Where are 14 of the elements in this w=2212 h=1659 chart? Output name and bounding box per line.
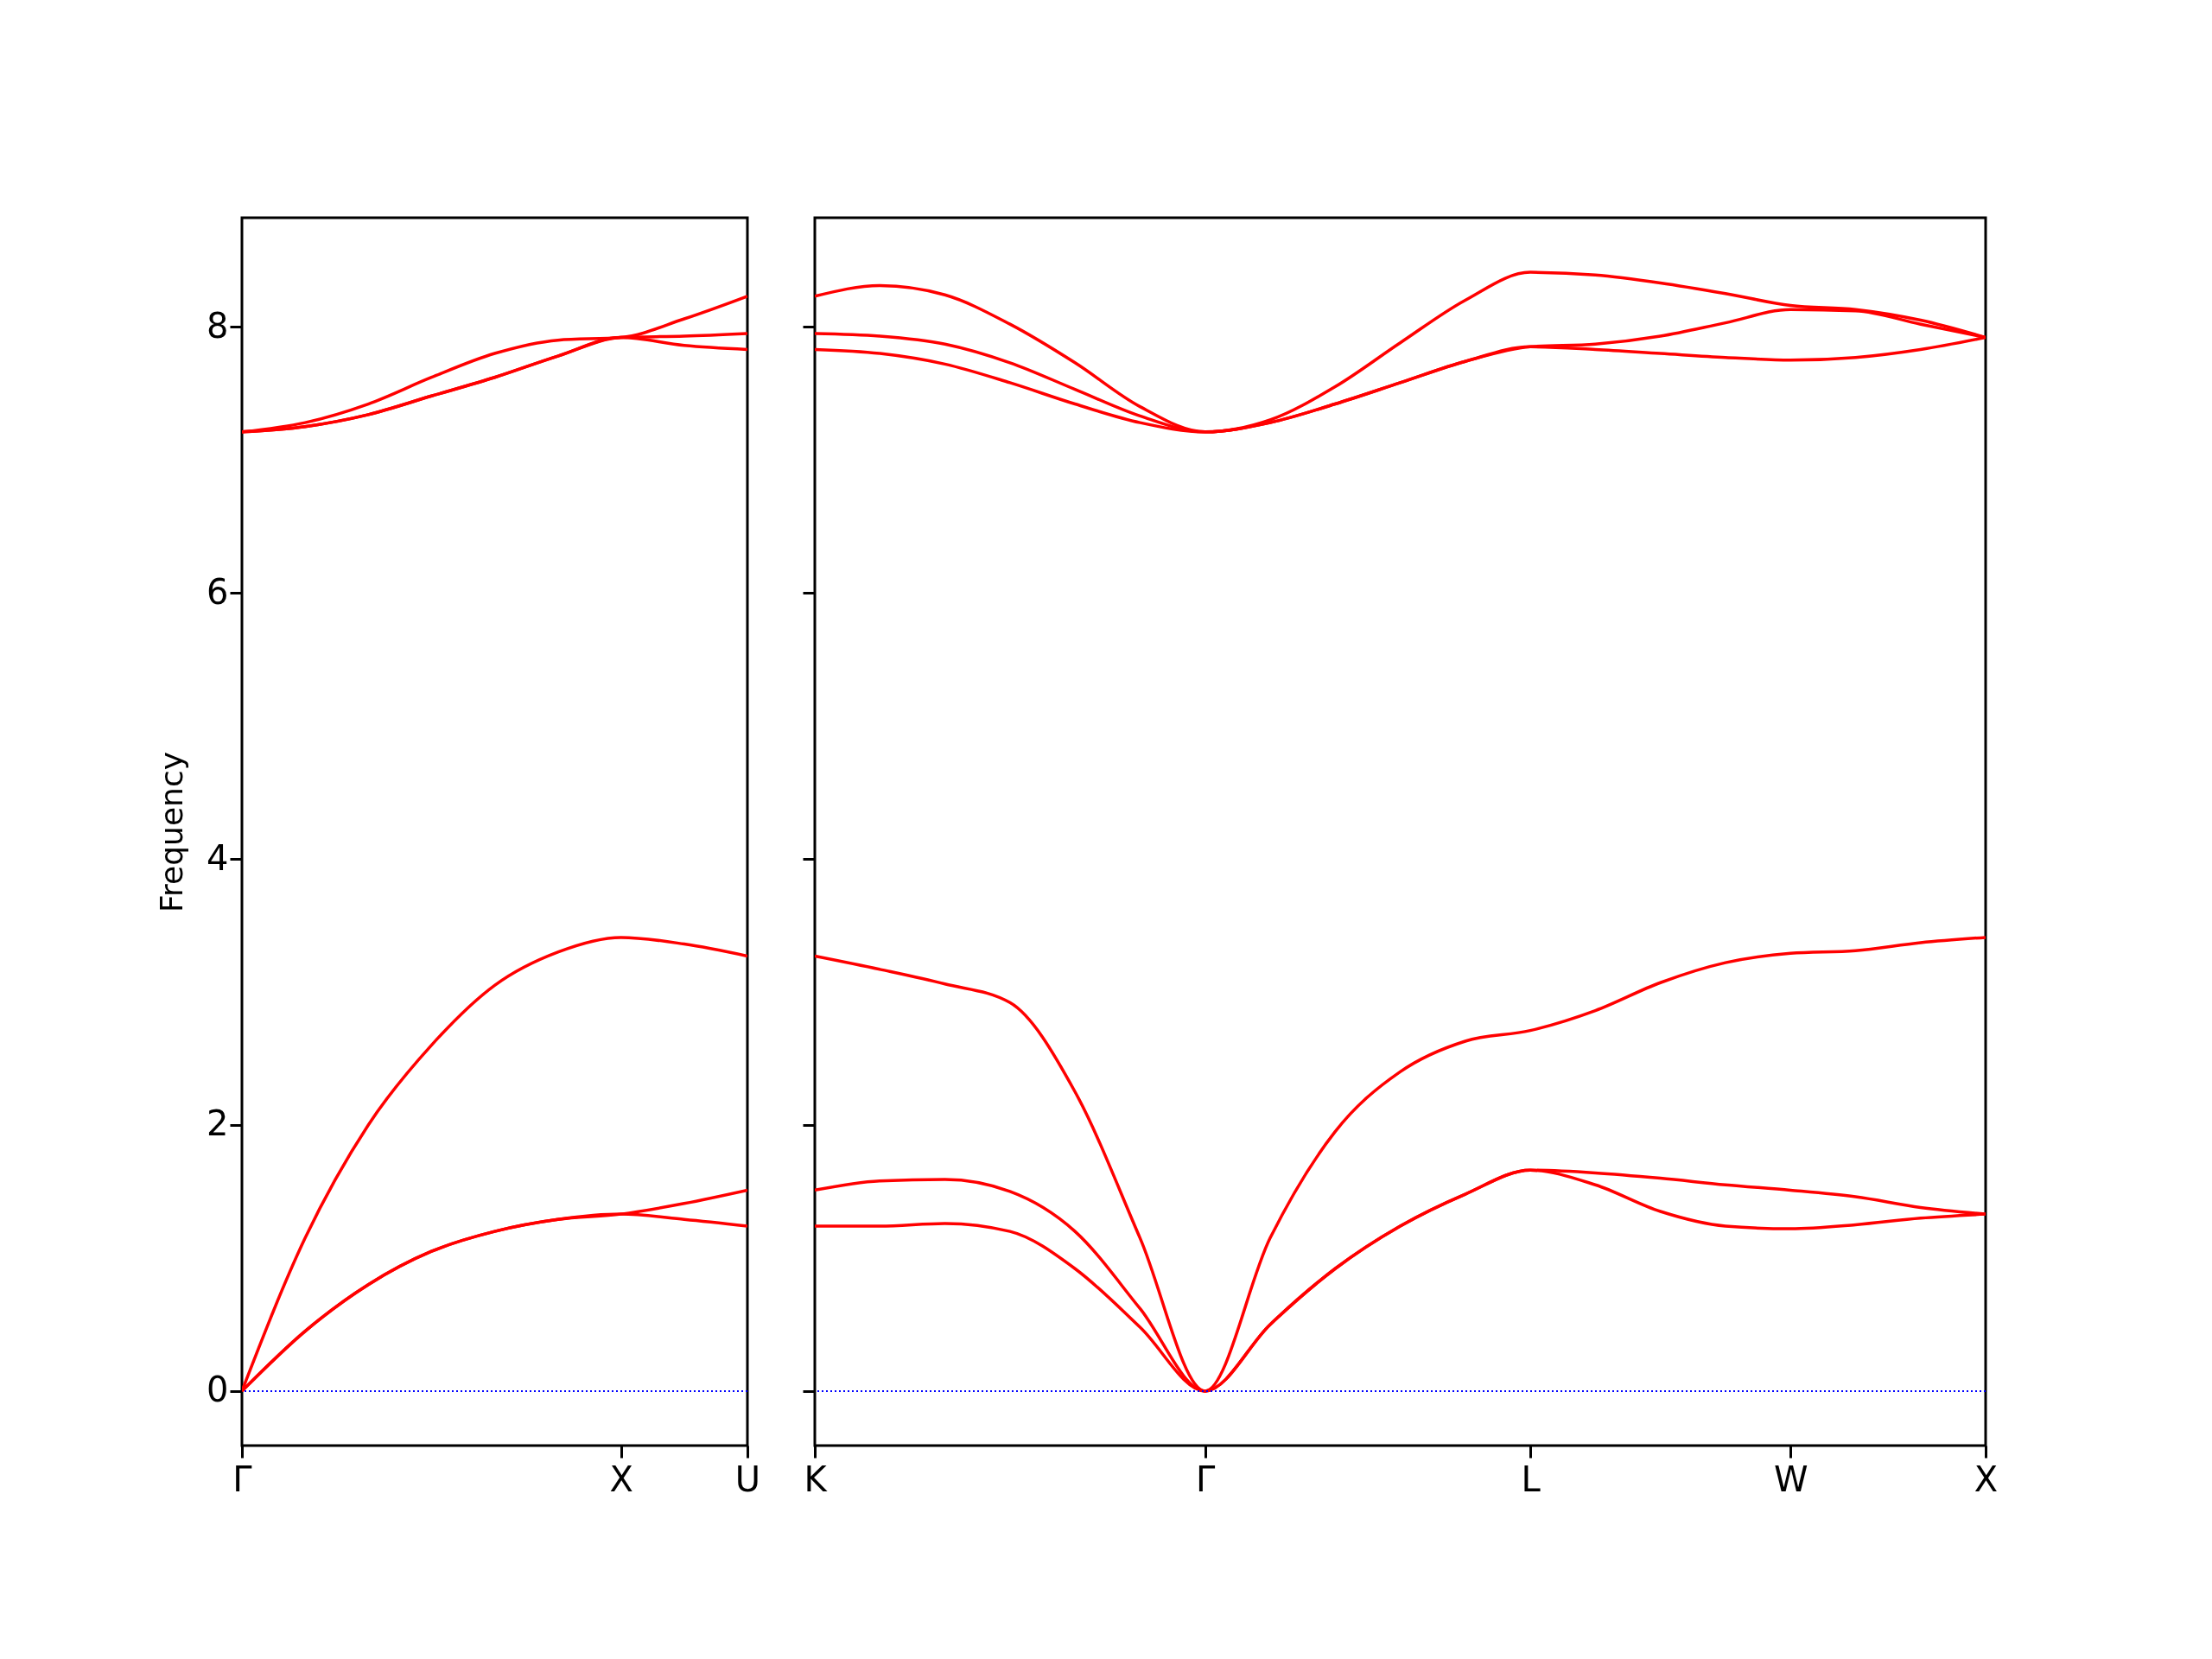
- y-tick-label: 4: [207, 837, 229, 878]
- x-tick-label: L: [1521, 1459, 1541, 1499]
- y-tick-label: 2: [207, 1103, 229, 1144]
- x-tick-label: U: [734, 1459, 761, 1499]
- y-tick-label: 0: [207, 1370, 229, 1410]
- y-axis-title: Frequency: [154, 752, 190, 912]
- x-tick-label: Γ: [232, 1459, 253, 1499]
- x-tick-label: W: [1773, 1459, 1808, 1499]
- x-tick-label: X: [1974, 1459, 1999, 1499]
- x-tick-label: K: [804, 1459, 829, 1499]
- x-tick-label: Γ: [1196, 1459, 1217, 1499]
- y-tick-label: 8: [207, 305, 229, 346]
- y-tick-label: 6: [207, 571, 229, 612]
- x-tick-label: X: [609, 1459, 633, 1499]
